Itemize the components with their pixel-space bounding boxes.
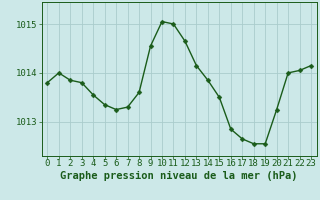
X-axis label: Graphe pression niveau de la mer (hPa): Graphe pression niveau de la mer (hPa) [60, 171, 298, 181]
